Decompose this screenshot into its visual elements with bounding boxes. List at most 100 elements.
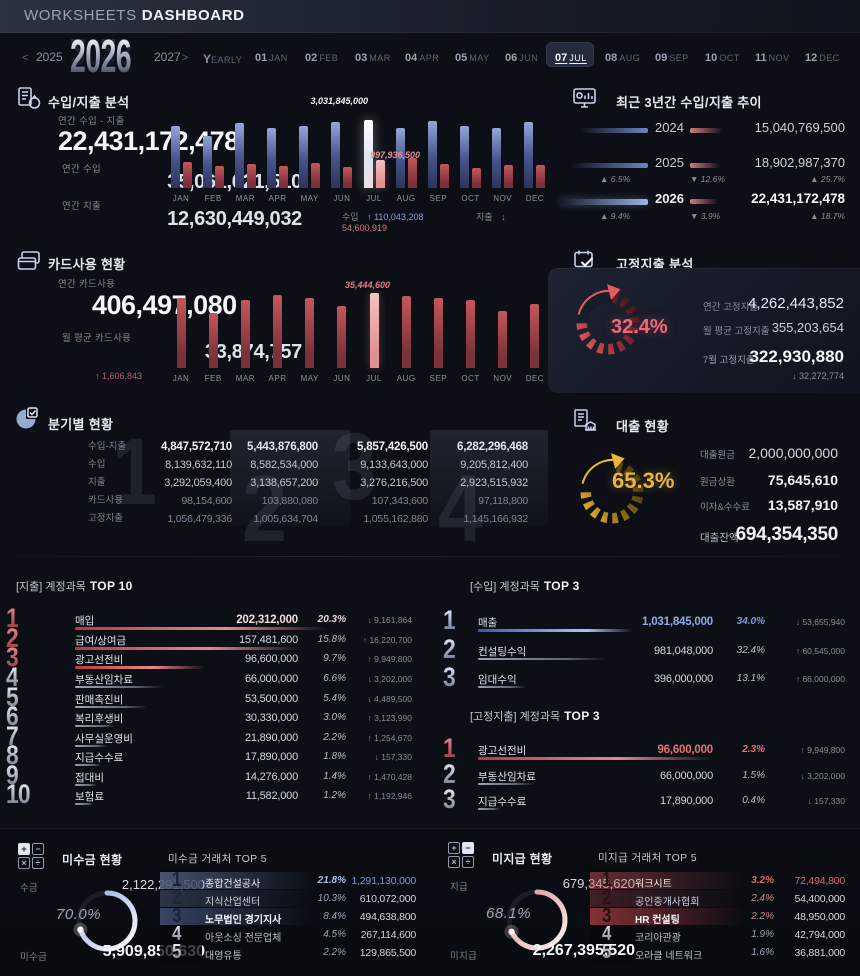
fixed-top3-header: [고정지출] 계정과목 TOP 3 <box>470 709 600 723</box>
next-year-arrow-icon[interactable]: > <box>182 52 189 64</box>
receivable-row: 5 대영유통 2.2% 129,865,500 <box>172 941 416 963</box>
app-title: WORKSHEETS DASHBOARD <box>24 7 245 24</box>
app-header: WORKSHEETS DASHBOARD <box>0 0 860 33</box>
ghost-rank-2: 2 <box>242 456 287 562</box>
trend-total-2026: 22,431,172,478 <box>751 191 845 206</box>
trend-expense-delta-2026: ▼ 3.9% <box>690 211 721 221</box>
tab-yearly-initial: Y <box>203 52 212 66</box>
income-rank-row: 2 컨설팅수익 981,048,000 32.4% ↑ 60,545,000 <box>443 634 845 664</box>
jul-expense-label: 997,936,500 <box>370 150 421 160</box>
highlighted-jul-bars <box>361 120 387 188</box>
receivable-label: 미수금 <box>20 952 48 963</box>
fixed-expense-panel: 32.4% 연간 고정지출 4,262,443,852 월 평균 고정지출 35… <box>548 268 860 393</box>
document-money-icon <box>18 87 41 109</box>
annual-fixed-label: 연간 고정지출 <box>703 302 759 313</box>
q3-values: 5,857,426,500 9,133,643,000 3,276,216,500… <box>357 441 428 525</box>
tab-month-jun[interactable]: 06 JUN <box>505 52 539 64</box>
pie-chart-icon <box>16 407 38 429</box>
footer-expense-delta: ↓ 54,600,919 <box>342 212 506 233</box>
paid-label: 지급 <box>450 882 469 893</box>
loan-gauge-pct: 65.3% <box>612 468 675 493</box>
payable-gauge-pct: 68.1% <box>486 905 532 922</box>
tab-month-nov[interactable]: 11 NOV <box>755 52 790 64</box>
rank-number: 1 <box>6 603 19 633</box>
expense-rank-row: 10 보험료 11,582,000 1.2% ↑ 1,192,946 <box>6 779 412 809</box>
payable-row: 3 HR 컨설팅 2.2% 48,950,000 <box>590 906 848 926</box>
monthly-avg-card-label: 월 평균 카드사용 <box>62 333 132 344</box>
card-month-axis: JAN FEB MAR APR MAY JUN JUL AUG SEP OCT NOV DE… <box>172 374 545 383</box>
payable-row: 1 워크시트 3.2% 72,494,800 <box>590 870 848 890</box>
tab-month-dec[interactable]: 12 DEC <box>805 52 840 64</box>
receivable-row: 3 노무법인 경기지사 8.4% 494,638,800 <box>160 906 418 926</box>
trend-total-delta-2026: ▲ 18.7% <box>810 211 845 221</box>
tab-month-jan[interactable]: 01 JAN <box>255 52 288 64</box>
footer-expense-label: 지출 <box>475 212 493 222</box>
section-divider <box>0 556 860 557</box>
current-year: 2026 <box>70 30 132 82</box>
tab-month-may[interactable]: 05 MAY <box>455 52 490 64</box>
trend-total-delta-2025: ▲ 25.7% <box>810 174 845 184</box>
trend-total-2024: 15,040,769,500 <box>754 120 845 135</box>
card-usage-title: 카드사용 현황 <box>48 257 126 272</box>
payable-row: 5 오라클 네트워크 1.6% 36,881,000 <box>602 941 845 963</box>
receivable-ring-gauge <box>73 890 138 952</box>
expense-rank-row: 1 매입 202,312,000 20.3% ↓ 9,161,864 <box>6 603 412 633</box>
month-tabs: 01 JAN 02 FEB 03 MAR 04 APR 05 MAY 06 JUN 07 JU… <box>255 42 855 67</box>
income-expense-title: 수입/지출 분석 <box>48 95 130 110</box>
loan-gauge-icon <box>578 453 646 526</box>
expense-rank-row: 6 복리후생비 30,330,000 3.0% ↑ 3,123,990 <box>6 701 412 731</box>
expense-rank-row: 8 지급수수료 17,890,000 1.8% ↓ 157,330 <box>6 740 412 770</box>
next-year-button[interactable]: 2027 <box>154 50 181 64</box>
quarterly-row-labels: 수입-지출 수입 지출 카드사용 고정지출 <box>88 441 127 524</box>
q2-panel <box>230 430 350 526</box>
fixed-expense-gauge-icon <box>574 284 642 357</box>
monthly-avg-fixed-value: 355,203,654 <box>771 320 844 335</box>
credit-card-icon <box>17 251 40 270</box>
tab-month-mar[interactable]: 03 MAR <box>355 52 391 64</box>
calendar-check-icon <box>574 250 594 268</box>
tab-month-aug[interactable]: 08 AUG <box>605 52 641 64</box>
loan-document-icon <box>574 409 596 431</box>
fixed-rank-row: 2 부동산임차료 66,000,000 1.5% ↓ 3,202,000 <box>443 759 845 789</box>
tab-month-oct[interactable]: 10 OCT <box>705 52 740 64</box>
tab-month-apr[interactable]: 04 APR <box>405 52 440 64</box>
expense-top10-header: [지출] 계정과목 TOP 10 <box>16 579 133 593</box>
annual-card-label: 연간 카드사용 <box>58 279 116 290</box>
ghost-rank-4: 4 <box>438 456 483 562</box>
trend-title: 최근 3년간 수입/지출 추이 <box>616 95 762 110</box>
tab-yearly[interactable]: YEARLY <box>203 50 242 68</box>
receivable-top5-title: 미수금 거래처 TOP 5 <box>168 853 267 865</box>
payable-row: 2 공인중개사협회 2.4% 54,400,000 <box>590 888 848 908</box>
annual-expense-label: 연간 지출 <box>62 201 102 212</box>
annual-fixed-value: 4,262,443,852 <box>748 295 844 312</box>
app-title-brand: WORKSHEETS <box>24 7 137 24</box>
income-rank-row: 3 임대수익 396,000,000 13.1% ↑ 66,000,000 <box>443 662 845 692</box>
highlighted-jul-card-bar <box>361 293 387 368</box>
card-delta: ↑ 1,606,843 <box>95 371 143 381</box>
collected-label: 수금 <box>20 883 39 894</box>
income-expense-monthly-chart: 3,031,845,000 997,936,500 JAN FEB MAR APR … <box>168 96 548 240</box>
card-usage-monthly-chart: 35,444,600 JAN FEB MAR APR MAY JUN JUL AUG S… <box>168 268 548 388</box>
app-title-page: DASHBOARD <box>141 7 245 24</box>
tab-month-jul-selected[interactable]: 07 JUL <box>546 42 605 67</box>
payable-ring-gauge <box>504 889 568 951</box>
quarterly-title: 분기별 현황 <box>48 417 114 432</box>
receivable-row: 4 아웃소싱 전문업체 4.5% 267,114,600 <box>172 923 416 945</box>
chart-footer: 수입 ↑ 110,043,208 지출 ↓ 54,600,919 <box>342 210 548 233</box>
trend-year-2025: 2025 <box>655 155 684 170</box>
q2-values: 5,443,876,800 8,582,534,000 3,138,657,200… <box>247 441 318 525</box>
ghost-rank-1: 1 <box>112 419 157 525</box>
prev-year-arrow-icon[interactable]: < <box>22 52 29 64</box>
jul-fixed-label: 7월 고정지출 <box>703 355 755 366</box>
tab-month-feb[interactable]: 02 FEB <box>305 52 339 64</box>
q4-values: 6,282,296,468 9,205,812,400 2,923,515,932… <box>457 441 528 525</box>
fixed-expense-gauge-pct: 32.4% <box>611 316 668 338</box>
prev-year-button[interactable]: 2025 <box>36 50 63 64</box>
expense-rank-row: 5 판매촉진비 53,500,000 5.4% ↓ 4,489,500 <box>6 682 412 712</box>
ghost-rank-3: 3 <box>332 414 377 520</box>
trend-total-2025: 18,902,987,370 <box>754 155 845 170</box>
payable-label: 미지급 <box>450 951 478 962</box>
tab-month-sep[interactable]: 09 SEP <box>655 52 689 64</box>
receivable-title: 미수금 현황 <box>62 853 123 867</box>
jul-fixed-value: 322,930,880 <box>749 347 844 366</box>
